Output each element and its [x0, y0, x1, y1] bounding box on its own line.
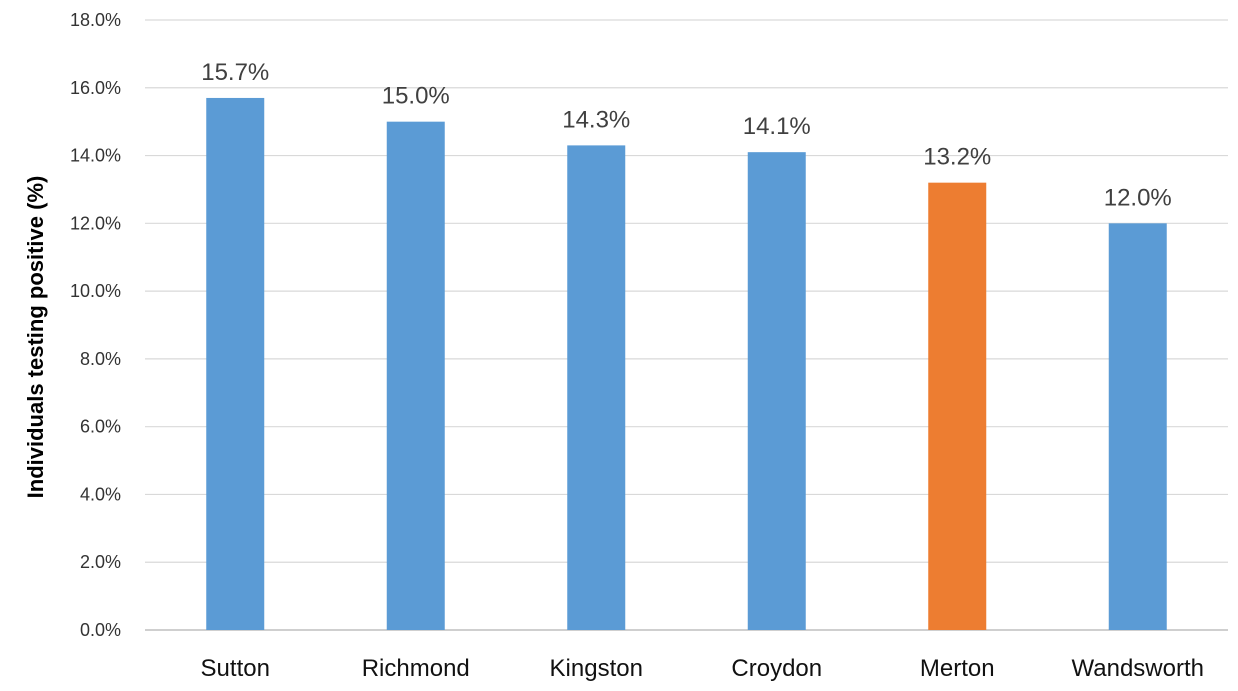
- bar-sutton: [206, 97, 265, 630]
- y-tick-label: 2.0%: [80, 552, 121, 572]
- y-tick-label: 12.0%: [70, 213, 121, 233]
- data-label-sutton: 15.7%: [201, 59, 269, 86]
- data-label-wandsworth: 12.0%: [1104, 184, 1172, 211]
- bar-croydon: [747, 152, 806, 630]
- y-axis-ticks: 0.0% 2.0% 4.0% 6.0% 8.0% 10.0% 12.0% 14.0% 16.0%…: [70, 10, 121, 640]
- bar-kingston: [567, 145, 626, 630]
- y-tick-label: 4.0%: [80, 484, 121, 504]
- data-label-kingston: 14.3%: [562, 106, 630, 133]
- y-tick-label: 8.0%: [80, 349, 121, 369]
- data-label-richmond: 15.0%: [382, 83, 450, 110]
- x-tick-label-richmond: Richmond: [362, 655, 470, 682]
- bar-merton: [928, 182, 987, 630]
- y-axis-title: Individuals testing positive (%): [23, 176, 48, 499]
- y-tick-label: 6.0%: [80, 417, 121, 437]
- data-labels: 15.7% 15.0% 14.3% 14.1% 13.2% 12.0%: [201, 59, 1172, 211]
- x-tick-label-merton: Merton: [920, 655, 995, 682]
- x-axis-ticks: Sutton Richmond Kingston Croydon Merton Wands…: [201, 655, 1204, 682]
- data-label-merton: 13.2%: [923, 144, 991, 171]
- x-tick-label-croydon: Croydon: [731, 655, 822, 682]
- y-tick-label: 16.0%: [70, 78, 121, 98]
- y-tick-label: 18.0%: [70, 10, 121, 30]
- x-tick-label-wandsworth: Wandsworth: [1072, 655, 1205, 682]
- bar-richmond: [386, 121, 445, 631]
- y-tick-label: 10.0%: [70, 281, 121, 301]
- x-tick-label-sutton: Sutton: [201, 655, 270, 682]
- data-label-croydon: 14.1%: [743, 113, 811, 140]
- y-tick-label: 0.0%: [80, 620, 121, 640]
- bar-wandsworth: [1108, 223, 1167, 631]
- bars: [206, 97, 1167, 631]
- gridlines: [145, 19, 1228, 631]
- y-tick-label: 14.0%: [70, 146, 121, 166]
- x-tick-label-kingston: Kingston: [550, 655, 643, 682]
